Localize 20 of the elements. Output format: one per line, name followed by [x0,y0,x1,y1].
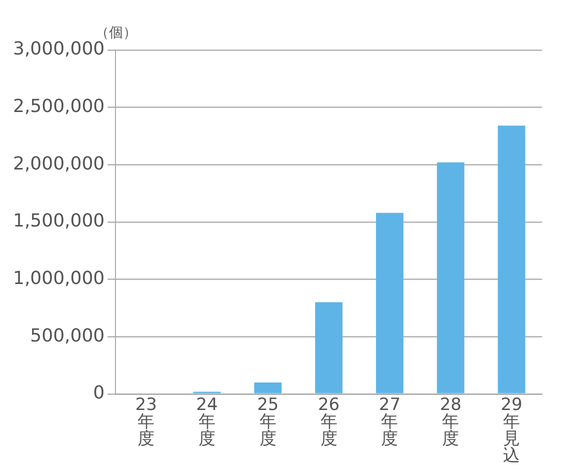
y-axis-title: （個） [95,24,137,41]
bar [376,212,404,394]
x-tick-label: 28年度 [440,394,462,449]
x-tick-label: 25年度 [257,394,279,449]
x-tick-label: 23年度 [135,394,157,449]
x-tick-label: 26年度 [318,394,340,449]
y-tick-label: 1,000,000 [13,268,105,290]
x-tick-label: 27年度 [378,394,401,449]
bar [436,162,464,394]
y-tick-label: 0 [93,382,105,404]
y-tick-label: 2,000,000 [13,153,105,174]
y-tick-label: 2,500,000 [13,96,105,118]
x-tick-label: 29年見込 [500,394,522,466]
bar [315,302,343,394]
bar [498,126,526,394]
y-tick-label: 500,000 [30,325,105,346]
bar [254,382,282,394]
y-tick-label: 1,500,000 [13,210,105,232]
x-tick-label: 24年度 [196,394,218,449]
y-tick-label: 3,000,000 [13,38,105,60]
